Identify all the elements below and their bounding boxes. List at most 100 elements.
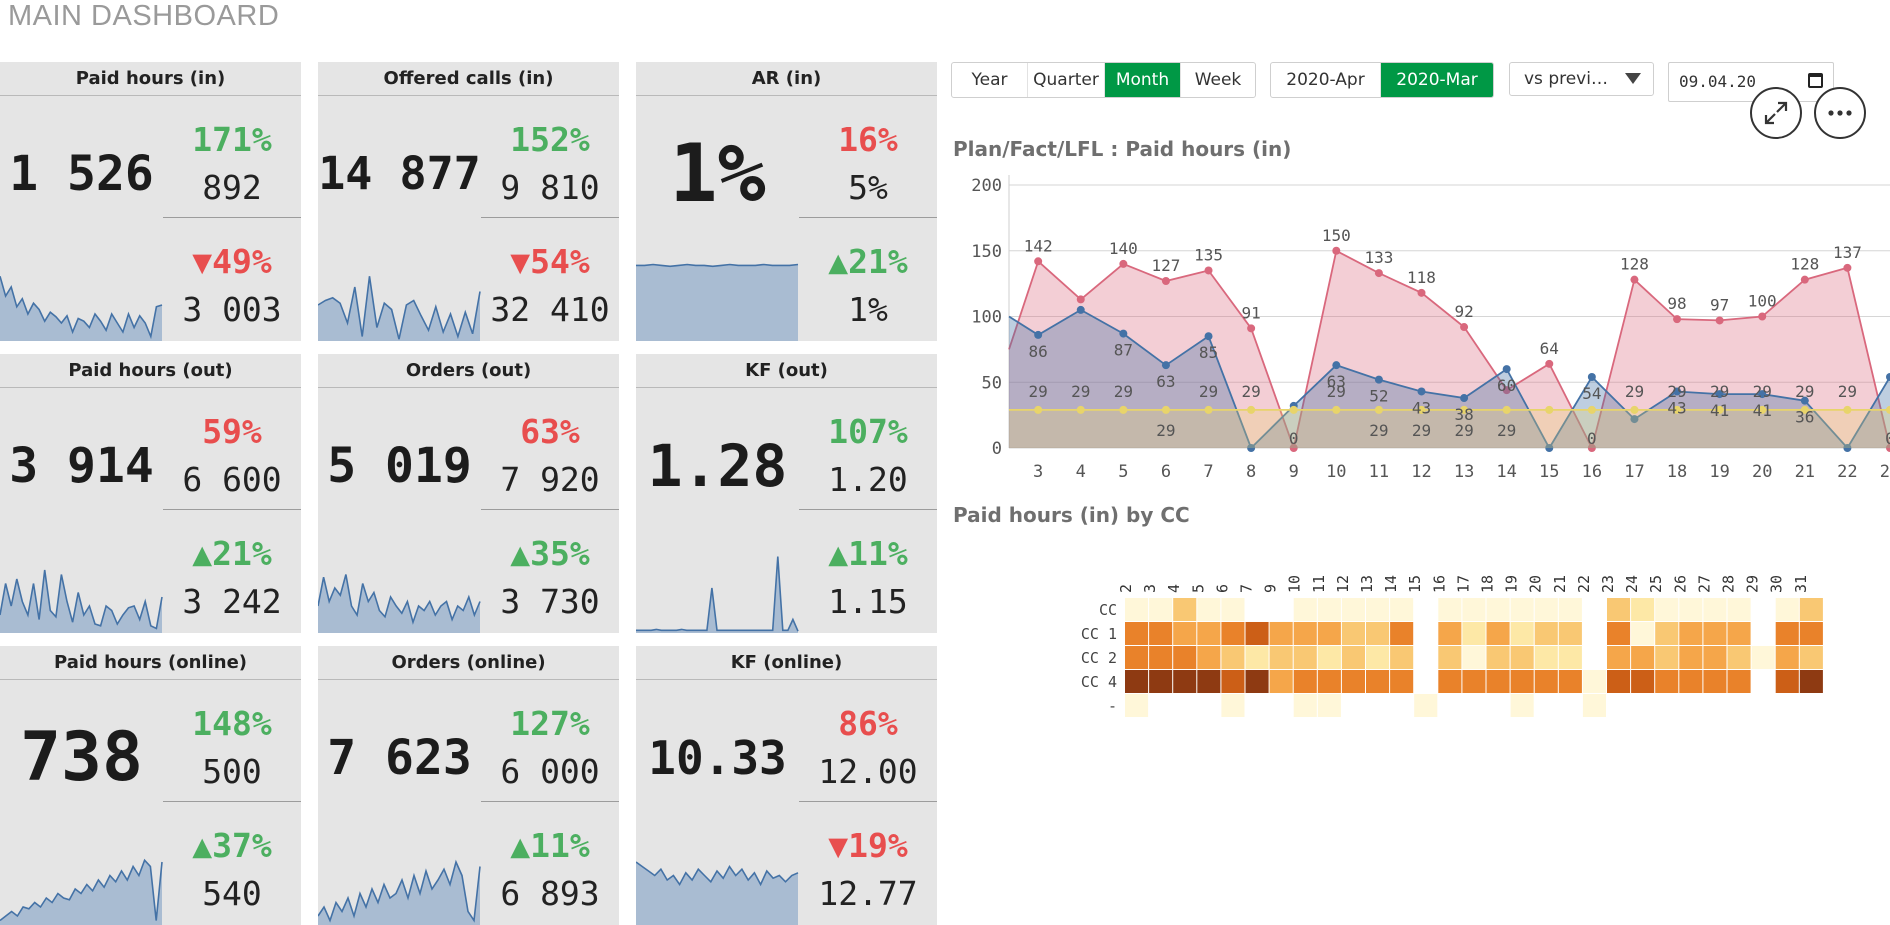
heatmap-cell[interactable]	[1269, 622, 1293, 645]
heatmap-cell[interactable]	[1438, 646, 1462, 669]
data-point[interactable]	[1034, 330, 1043, 339]
heatmap-cell[interactable]	[1727, 622, 1751, 645]
data-point[interactable]	[1204, 405, 1213, 414]
heatmap-cell[interactable]	[1438, 622, 1462, 645]
heatmap-cell[interactable]	[1173, 598, 1197, 621]
data-point[interactable]	[1417, 405, 1426, 414]
data-point[interactable]	[1630, 415, 1639, 424]
period-week-button[interactable]: Week	[1194, 70, 1242, 90]
data-point[interactable]	[1715, 316, 1724, 325]
data-point[interactable]	[1886, 372, 1890, 381]
data-point[interactable]	[1800, 396, 1809, 405]
heatmap-cell[interactable]	[1534, 598, 1558, 621]
heatmap-cell[interactable]	[1534, 670, 1558, 693]
heatmap-cell[interactable]	[1125, 670, 1149, 693]
data-point[interactable]	[1374, 269, 1383, 278]
heatmap-cell[interactable]	[1631, 670, 1655, 693]
heatmap-cell[interactable]	[1655, 598, 1679, 621]
heatmap-cell[interactable]	[1558, 598, 1582, 621]
heatmap-cell[interactable]	[1679, 646, 1703, 669]
heatmap-cell[interactable]	[1486, 670, 1510, 693]
data-point[interactable]	[1076, 405, 1085, 414]
heatmap-cell[interactable]	[1462, 646, 1486, 669]
heatmap-cell[interactable]	[1125, 646, 1149, 669]
period-month-button[interactable]: Month	[1105, 63, 1181, 97]
data-point[interactable]	[1758, 390, 1767, 399]
heatmap-cell[interactable]	[1366, 646, 1390, 669]
heatmap-cell[interactable]	[1486, 622, 1510, 645]
heatmap-cell[interactable]	[1390, 670, 1414, 693]
heatmap-cell[interactable]	[1799, 598, 1823, 621]
heatmap-cell[interactable]	[1703, 622, 1727, 645]
heatmap-cell[interactable]	[1197, 598, 1221, 621]
kpi-card[interactable]: KF (online) 10.33 86% 12.00 ▼19% 12.77	[636, 646, 937, 925]
heatmap-cell[interactable]	[1317, 622, 1341, 645]
heatmap-cell[interactable]	[1703, 646, 1727, 669]
heatmap-cell[interactable]	[1317, 646, 1341, 669]
heatmap-cell[interactable]	[1269, 670, 1293, 693]
heatmap-cell[interactable]	[1462, 622, 1486, 645]
data-point[interactable]	[1502, 405, 1511, 414]
heatmap-cell[interactable]	[1510, 694, 1534, 717]
heatmap-cell[interactable]	[1510, 622, 1534, 645]
data-point[interactable]	[1034, 257, 1043, 266]
heatmap-cell[interactable]	[1390, 598, 1414, 621]
month-apr-button[interactable]: 2020-Apr	[1271, 63, 1381, 97]
data-point[interactable]	[1204, 332, 1213, 341]
month-mar-button[interactable]: 2020-Mar	[1381, 63, 1493, 97]
heatmap-cell[interactable]	[1510, 646, 1534, 669]
heatmap-cell[interactable]	[1582, 670, 1606, 693]
data-point[interactable]	[1374, 405, 1383, 414]
kpi-card[interactable]: Paid hours (online) 738 148% 500 ▲37% 54…	[0, 646, 301, 925]
heatmap-cell[interactable]	[1486, 646, 1510, 669]
data-point[interactable]	[1502, 386, 1511, 395]
heatmap-cell[interactable]	[1149, 670, 1173, 693]
date-input[interactable]: 09.04.20	[1668, 62, 1834, 102]
data-point[interactable]	[1247, 405, 1256, 414]
data-point[interactable]	[1587, 372, 1596, 381]
heatmap-cell[interactable]	[1655, 622, 1679, 645]
heatmap-cell[interactable]	[1149, 646, 1173, 669]
data-point[interactable]	[1204, 266, 1213, 275]
data-point[interactable]	[1715, 405, 1724, 414]
heatmap-cell[interactable]	[1438, 670, 1462, 693]
heatmap-cell[interactable]	[1607, 598, 1631, 621]
data-point[interactable]	[1630, 275, 1639, 284]
data-point[interactable]	[1119, 405, 1128, 414]
heatmap-cell[interactable]	[1149, 622, 1173, 645]
compare-dropdown[interactable]: vs previ…	[1509, 62, 1654, 96]
data-point[interactable]	[1587, 405, 1596, 414]
data-point[interactable]	[1289, 444, 1298, 452]
data-point[interactable]	[1076, 295, 1085, 304]
kpi-card[interactable]: AR (in) 1% 16% 5% ▲21% 1%	[636, 62, 937, 341]
heatmap-cell[interactable]	[1727, 646, 1751, 669]
heatmap-cell[interactable]	[1631, 646, 1655, 669]
heatmap-cell[interactable]	[1197, 622, 1221, 645]
period-quarter-button[interactable]: Quarter	[1028, 63, 1105, 97]
heatmap-cell[interactable]	[1293, 598, 1317, 621]
data-point[interactable]	[1886, 405, 1890, 414]
data-point[interactable]	[1843, 405, 1852, 414]
data-point[interactable]	[1417, 387, 1426, 396]
heatmap-cell[interactable]	[1727, 598, 1751, 621]
heatmap-cell[interactable]	[1775, 646, 1799, 669]
heatmap-cell[interactable]	[1341, 646, 1365, 669]
heatmap-cell[interactable]	[1534, 622, 1558, 645]
heatmap-cell[interactable]	[1366, 670, 1390, 693]
heatmap-cell[interactable]	[1173, 646, 1197, 669]
data-point[interactable]	[1332, 361, 1341, 370]
heatmap-cell[interactable]	[1293, 622, 1317, 645]
data-point[interactable]	[1460, 394, 1469, 403]
period-year-button[interactable]: Year	[952, 63, 1028, 97]
data-point[interactable]	[1247, 324, 1256, 333]
heatmap-cell[interactable]	[1486, 598, 1510, 621]
heatmap-cell[interactable]	[1293, 694, 1317, 717]
heatmap-cell[interactable]	[1799, 646, 1823, 669]
data-point[interactable]	[1119, 329, 1128, 338]
data-point[interactable]	[1289, 405, 1298, 414]
heatmap-cell[interactable]	[1221, 670, 1245, 693]
heatmap-cell[interactable]	[1173, 670, 1197, 693]
heatmap-cell[interactable]	[1655, 646, 1679, 669]
heatmap-cell[interactable]	[1245, 646, 1269, 669]
heatmap-cell[interactable]	[1414, 694, 1438, 717]
